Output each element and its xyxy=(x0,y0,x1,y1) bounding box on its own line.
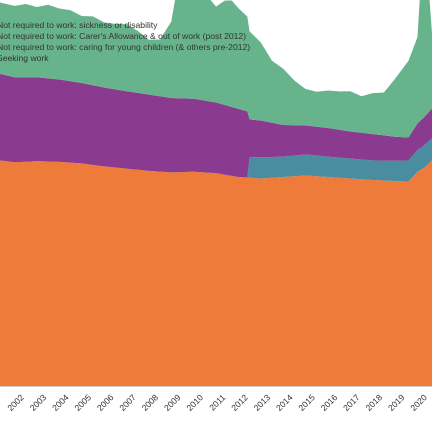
x-tick-label-2019: 2019 xyxy=(386,392,407,413)
x-tick-label-2003: 2003 xyxy=(28,392,49,413)
legend-item-young-children: Not required to work: caring for young c… xyxy=(0,42,250,53)
area-series-2 xyxy=(0,73,432,178)
legend-label-sickness: Not required to work: sickness or disabi… xyxy=(0,20,158,30)
x-tick-label-2009: 2009 xyxy=(162,392,183,413)
x-tick-label-2013: 2013 xyxy=(252,392,273,413)
x-tick-label-2015: 2015 xyxy=(296,392,317,413)
x-tick-label-2014: 2014 xyxy=(274,392,295,413)
x-tick-label-2005: 2005 xyxy=(73,392,94,413)
legend-item-sickness: Not required to work: sickness or disabi… xyxy=(0,20,157,31)
legend-label-carers: Not required to work: Carer's Allowance … xyxy=(0,31,247,41)
x-axis-tick-labels: 2002 2003 2004 2005 2006 2007 2008 2009 2010 2011… xyxy=(5,392,429,413)
x-tick-label-2010: 2010 xyxy=(184,392,205,413)
x-tick-label-2002: 2002 xyxy=(5,392,26,413)
x-tick-label-2016: 2016 xyxy=(319,392,340,413)
x-tick-label-2007: 2007 xyxy=(117,392,138,413)
legend-label-young-children: Not required to work: caring for young c… xyxy=(0,42,251,52)
legend-item-seeking-work: Seeking work xyxy=(0,53,49,64)
area-series-3 xyxy=(0,0,432,138)
x-tick-label-2006: 2006 xyxy=(95,392,116,413)
area-series-0 xyxy=(0,160,432,386)
x-tick-label-2004: 2004 xyxy=(50,392,71,413)
chart-areas xyxy=(0,0,432,386)
legend-item-carers: Not required to work: Carer's Allowance … xyxy=(0,31,246,42)
x-tick-label-2008: 2008 xyxy=(140,392,161,413)
chart-legend: Not required to work: sickness or disabi… xyxy=(0,0,432,64)
x-tick-label-2018: 2018 xyxy=(364,392,385,413)
legend-label-seeking-work: Seeking work xyxy=(0,53,49,63)
x-tick-label-2017: 2017 xyxy=(341,392,362,413)
x-tick-label-2020: 2020 xyxy=(408,392,429,413)
x-tick-label-2012: 2012 xyxy=(229,392,250,413)
area-series-1 xyxy=(0,137,432,182)
x-tick-label-2011: 2011 xyxy=(207,392,227,412)
